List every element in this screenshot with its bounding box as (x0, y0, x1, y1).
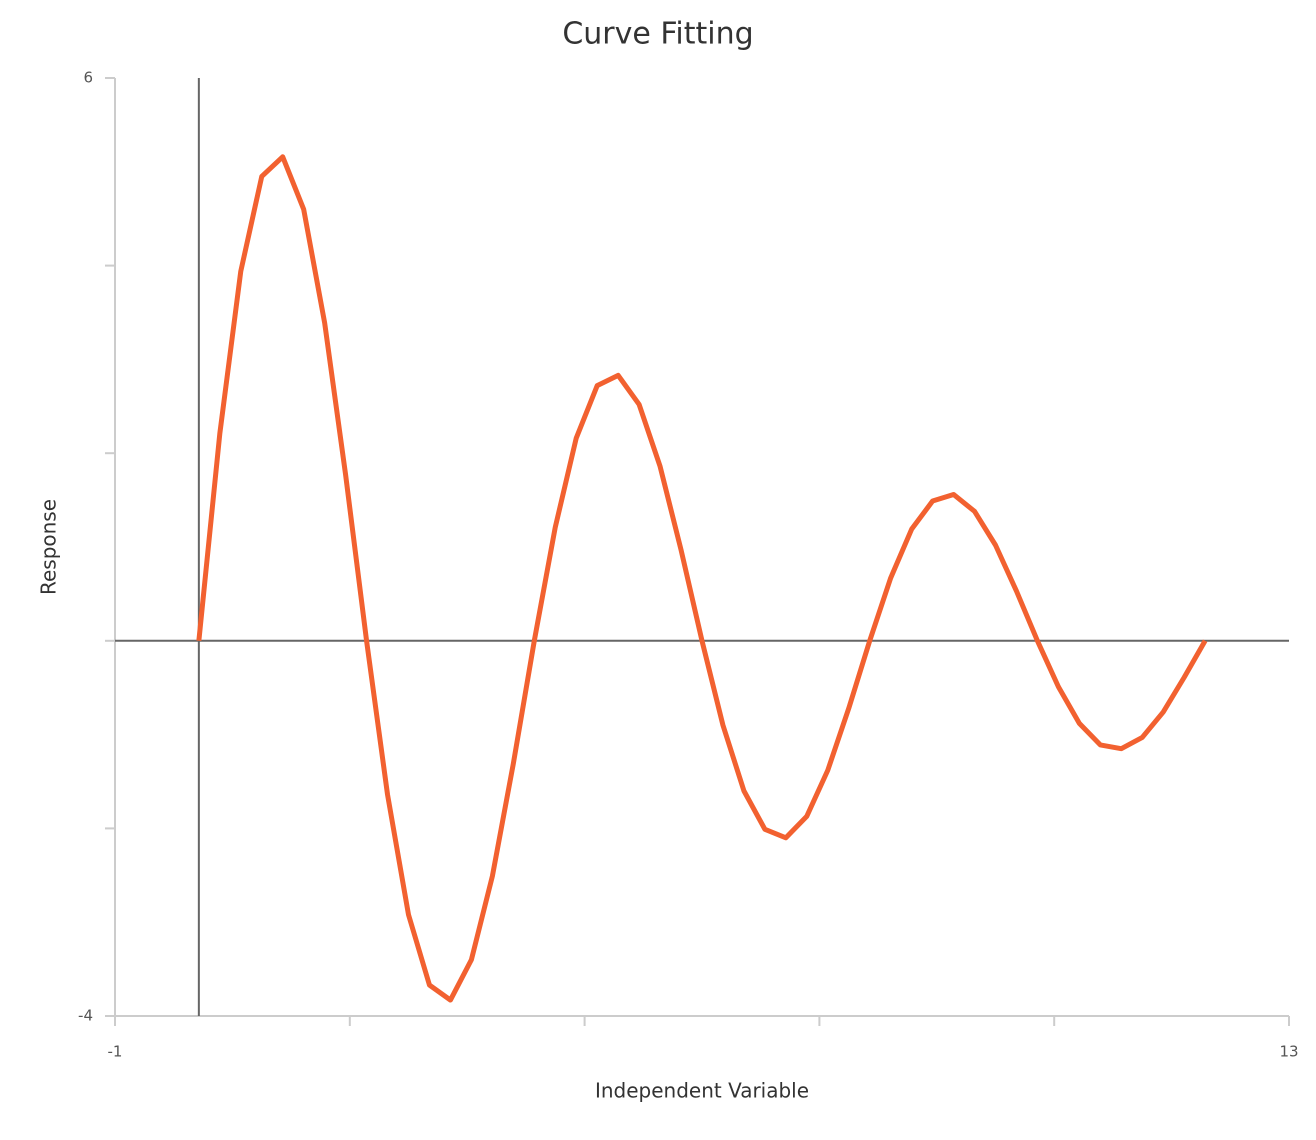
y-axis-label: Response (37, 499, 61, 595)
data-line (196, 154, 1208, 1003)
y-tick-label: 6 (83, 69, 93, 87)
x-tick-label: -1 (108, 1043, 123, 1061)
y-tick-label: -4 (78, 1007, 93, 1025)
x-axis-label: Independent Variable (595, 1079, 809, 1103)
chart-title: Curve Fitting (562, 17, 753, 52)
x-tick-label: 13 (1279, 1043, 1298, 1061)
